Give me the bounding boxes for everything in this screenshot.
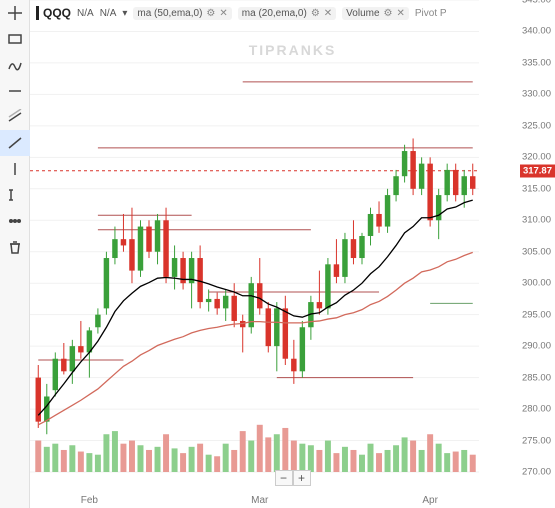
y-tick: 300.00	[522, 278, 551, 289]
tool-cross[interactable]	[0, 0, 30, 26]
cross-icon	[7, 5, 23, 21]
rect-icon	[7, 31, 23, 47]
tool-rect[interactable]	[0, 26, 30, 52]
hline-icon	[7, 83, 23, 99]
y-tick: 285.00	[522, 372, 551, 383]
more-icon	[7, 213, 23, 229]
y-tick: 305.00	[522, 246, 551, 257]
tool-vline[interactable]	[0, 156, 30, 182]
y-tick: 330.00	[522, 89, 551, 100]
tool-measure[interactable]	[0, 182, 30, 208]
y-tick: 270.00	[522, 467, 551, 478]
y-tick: 290.00	[522, 341, 551, 352]
y-tick: 340.00	[522, 26, 551, 37]
y-tick: 325.00	[522, 120, 551, 131]
y-tick: 275.00	[522, 435, 551, 446]
x-axis: Feb Mar Apr	[30, 490, 517, 508]
tool-hline[interactable]	[0, 78, 30, 104]
y-tick: 310.00	[522, 215, 551, 226]
ray-icon	[7, 135, 23, 151]
zoom-in-button[interactable]: +	[293, 470, 311, 486]
measure-icon	[7, 187, 23, 203]
y-tick: 295.00	[522, 309, 551, 320]
y-tick: 335.00	[522, 57, 551, 68]
y-tick: 280.00	[522, 404, 551, 415]
drawing-toolbar	[0, 0, 30, 508]
tool-more[interactable]	[0, 208, 30, 234]
price-badge: 317.87	[520, 164, 555, 177]
y-tick: 315.00	[522, 183, 551, 194]
tool-ray[interactable]	[0, 130, 30, 156]
x-tick: Mar	[251, 495, 268, 506]
chart-svg	[30, 0, 517, 490]
y-tick: 345.00	[522, 0, 551, 6]
x-tick: Feb	[81, 495, 98, 506]
zoom-out-button[interactable]: −	[275, 470, 293, 486]
y-tick: 320.00	[522, 152, 551, 163]
tool-freehand[interactable]	[0, 52, 30, 78]
tool-trend[interactable]	[0, 104, 30, 130]
x-tick: Apr	[422, 495, 438, 506]
vline-icon	[7, 161, 23, 177]
y-axis: 270.00 275.00 280.00 285.00 290.00 295.00 300.…	[517, 0, 555, 508]
chart-plot[interactable]: TIPRANKS 270.00275.00280.00285.00290.002…	[30, 0, 555, 508]
trash-icon	[7, 239, 23, 255]
freehand-icon	[7, 57, 23, 73]
trend-icon	[7, 109, 23, 125]
tool-trash[interactable]	[0, 234, 30, 260]
